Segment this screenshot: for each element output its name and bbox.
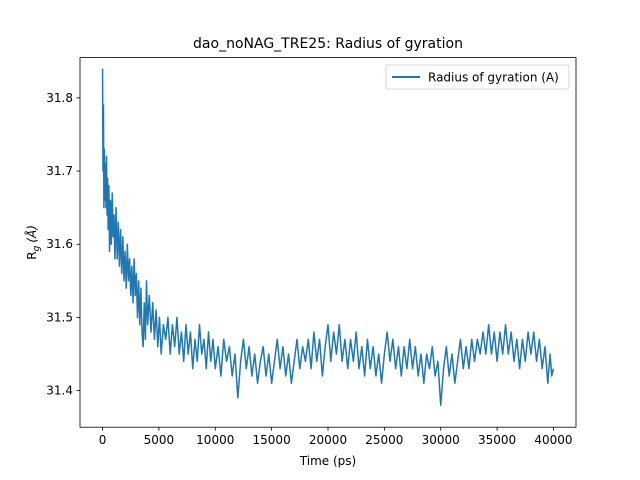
y-axis-label-subscript: g [32,245,42,251]
x-axis-ticks: 0 5000 10000 15000 20000 25000 30000 35000 40000 [99,427,573,447]
x-tick-label: 20000 [309,433,347,447]
y-axis-ticks: 31.4 31.5 31.6 31.7 31.8 [46,91,80,398]
x-tick-label: 25000 [365,433,403,447]
x-tick-label: 5000 [144,433,175,447]
svg-text:Rg(Å): Rg (Å) [24,225,42,260]
series-line [101,68,555,406]
plot-area [79,57,577,428]
y-tick-label: 31.7 [46,164,73,178]
legend: Radius of gyration (A) [385,64,570,90]
x-tick-label: 40000 [534,433,572,447]
x-tick-label: 15000 [253,433,291,447]
y-tick-label: 31.5 [46,310,73,324]
x-tick-label: 35000 [478,433,516,447]
y-axis-label: Rg (Å) [24,225,42,260]
series-layer [101,68,555,406]
x-axis-label: Time (ps) [299,454,356,468]
legend-label: Radius of gyration (A) [428,71,559,85]
y-tick-label: 31.8 [46,91,73,105]
x-tick-label: 0 [99,433,107,447]
plot-background [80,57,576,428]
legend-box [385,64,570,90]
chart-title: dao_noNAG_TRE25: Radius of gyration [193,36,463,52]
y-tick-label: 31.6 [46,237,73,251]
y-axis-label-main: R [25,251,39,259]
x-tick-label: 30000 [422,433,460,447]
y-axis-label-unit: (Å) [24,225,39,243]
x-tick-label: 10000 [196,433,234,447]
y-tick-label: 31.4 [46,384,73,398]
